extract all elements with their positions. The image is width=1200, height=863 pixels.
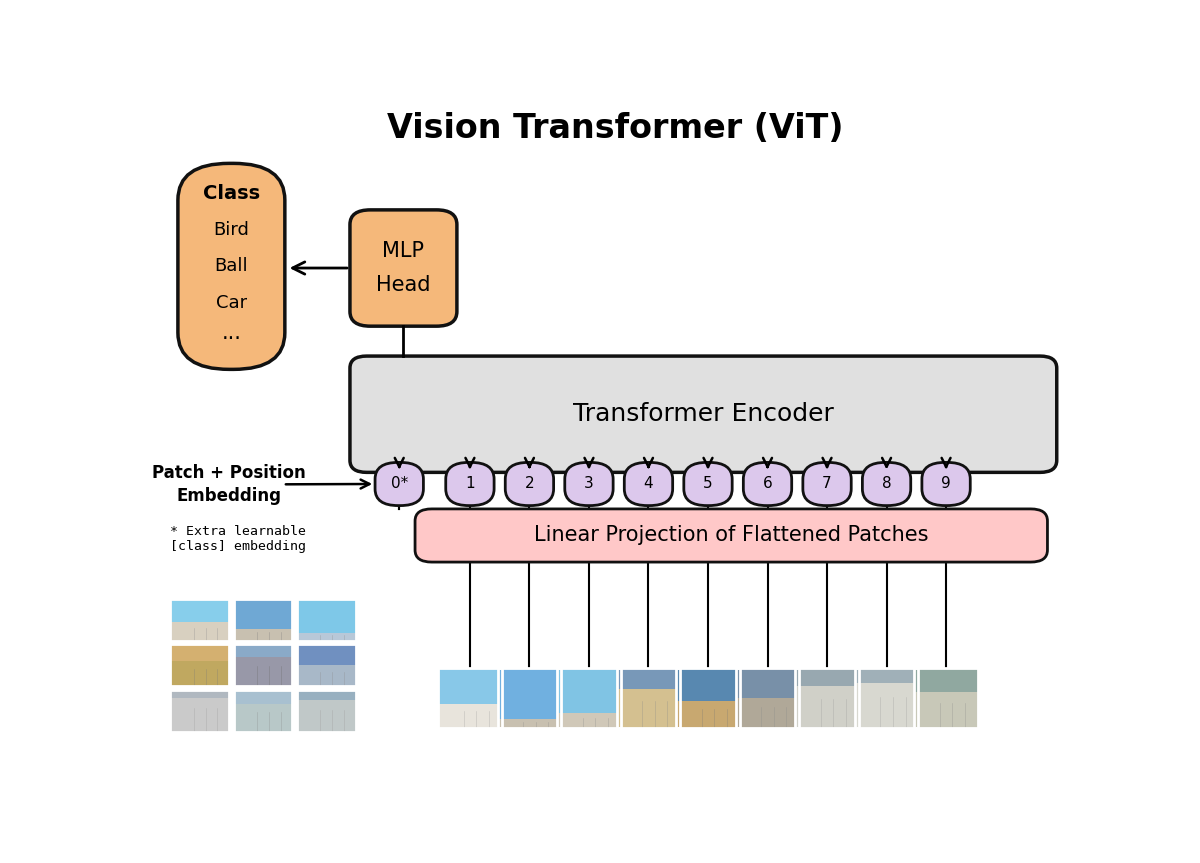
Bar [796,669,859,728]
FancyBboxPatch shape [350,210,457,326]
Bar [854,669,918,728]
Bar [234,690,293,732]
Bar [170,599,229,622]
Bar [438,669,502,704]
Bar [296,633,355,641]
Bar [170,690,229,732]
Bar [170,599,229,641]
Bar [617,690,680,728]
Text: 3: 3 [584,476,594,492]
FancyBboxPatch shape [505,463,553,506]
FancyBboxPatch shape [863,463,911,506]
Text: Patch + Position
Embedding: Patch + Position Embedding [152,463,306,505]
Text: Vision Transformer (ViT): Vision Transformer (ViT) [386,112,844,145]
FancyBboxPatch shape [803,463,851,506]
FancyBboxPatch shape [743,463,792,506]
FancyBboxPatch shape [624,463,673,506]
Bar [170,645,229,686]
Text: * Extra learnable
[class] embedding: * Extra learnable [class] embedding [170,525,306,553]
Bar [736,668,799,698]
FancyBboxPatch shape [922,463,971,506]
Text: Class: Class [203,184,260,203]
Text: 8: 8 [882,476,892,492]
Text: ...: ... [222,323,241,343]
Bar [617,668,680,690]
Bar [796,686,859,728]
Bar [914,668,978,692]
Bar [234,690,293,704]
Bar [677,669,739,728]
Bar [914,692,978,728]
Bar [736,669,799,728]
Text: MLP: MLP [383,242,425,261]
Bar [498,719,562,728]
Text: 1: 1 [466,476,475,492]
Bar [296,599,355,633]
Bar [677,702,739,728]
Bar [438,669,502,728]
Bar [296,690,355,732]
Text: Linear Projection of Flattened Patches: Linear Projection of Flattened Patches [534,526,929,545]
Bar [296,665,355,686]
Bar [234,657,293,686]
Text: 0*: 0* [391,476,408,492]
Text: Bird: Bird [214,221,250,239]
Bar [498,668,562,719]
Text: Transformer Encoder: Transformer Encoder [572,402,834,426]
Bar [234,645,293,657]
Bar [796,668,859,686]
Text: Car: Car [216,294,247,312]
Bar [677,668,739,702]
Bar [854,683,918,728]
Text: 7: 7 [822,476,832,492]
Bar [170,661,229,686]
Bar [914,669,978,728]
Bar [557,669,620,713]
Text: Head: Head [376,274,431,294]
Text: 4: 4 [643,476,653,492]
Bar [557,713,620,728]
FancyBboxPatch shape [415,509,1048,562]
Bar [170,698,229,732]
Bar [296,700,355,732]
Bar [234,704,293,732]
Bar [296,599,355,641]
Text: 2: 2 [524,476,534,492]
Text: 5: 5 [703,476,713,492]
Bar [854,668,918,683]
Bar [234,645,293,686]
FancyBboxPatch shape [565,463,613,506]
FancyBboxPatch shape [445,463,494,506]
Bar [296,645,355,665]
Bar [438,704,502,728]
Bar [617,669,680,728]
Text: Ball: Ball [215,257,248,275]
Bar [296,645,355,686]
Bar [234,628,293,641]
Bar [170,645,229,661]
Bar [234,599,293,641]
FancyBboxPatch shape [684,463,732,506]
FancyBboxPatch shape [350,356,1057,472]
Bar [557,669,620,728]
Text: 6: 6 [763,476,773,492]
FancyBboxPatch shape [178,163,284,369]
Bar [736,698,799,728]
FancyBboxPatch shape [376,463,424,506]
Text: 9: 9 [941,476,950,492]
Bar [498,669,562,728]
Bar [170,622,229,641]
Bar [234,599,293,628]
Bar [296,690,355,700]
Bar [170,690,229,698]
